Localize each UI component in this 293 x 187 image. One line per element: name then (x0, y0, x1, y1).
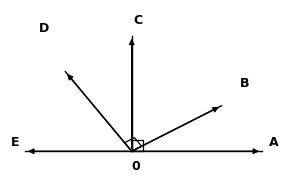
Text: D: D (39, 22, 50, 35)
Text: E: E (11, 136, 19, 149)
Text: A: A (269, 136, 279, 149)
Text: 0: 0 (132, 160, 141, 173)
Text: B: B (239, 77, 249, 90)
Text: C: C (133, 14, 142, 27)
